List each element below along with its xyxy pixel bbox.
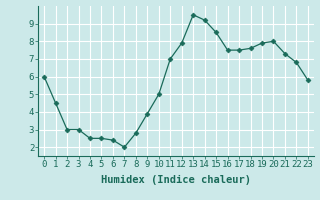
X-axis label: Humidex (Indice chaleur): Humidex (Indice chaleur) (101, 175, 251, 185)
